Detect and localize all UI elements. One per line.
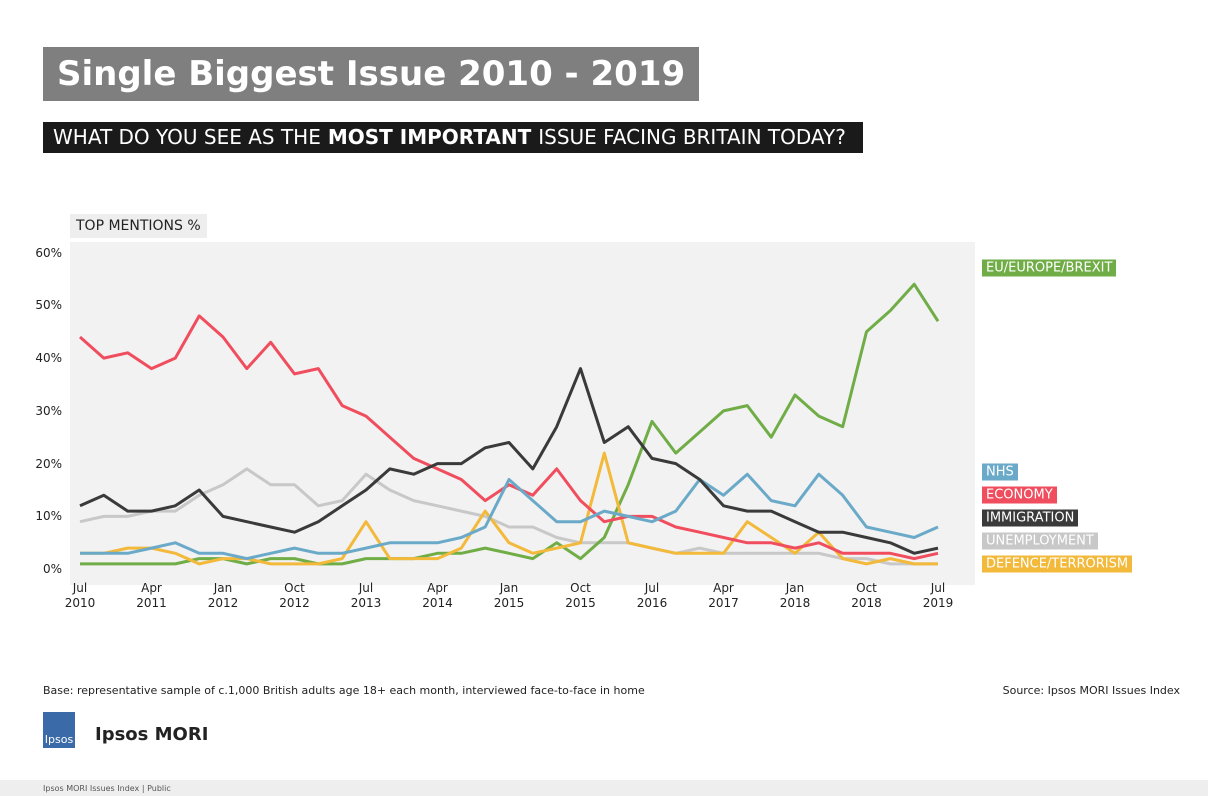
legend-label: UNEMPLOYMENT bbox=[982, 532, 1098, 550]
source: Source: Ipsos MORI Issues Index bbox=[1002, 684, 1180, 697]
x-tick-label: Apr 2017 bbox=[708, 581, 739, 610]
legend-label: ECONOMY bbox=[982, 486, 1057, 504]
footer: Ipsos MORI Issues Index | Public bbox=[43, 784, 171, 793]
title: Single Biggest Issue 2010 - 2019 bbox=[43, 47, 700, 101]
y-tick-label: 50% bbox=[35, 298, 62, 313]
series-line bbox=[79, 314, 939, 561]
x-tick-label: Jul 2016 bbox=[636, 581, 668, 610]
y-tick-label: 40% bbox=[35, 351, 62, 366]
footer-band bbox=[0, 780, 1208, 796]
y-tick-label: 20% bbox=[35, 456, 62, 471]
logo: Ipsos bbox=[43, 712, 75, 748]
brand: Ipsos MORI bbox=[95, 724, 209, 745]
x-tick-label: Jul 2013 bbox=[350, 581, 382, 610]
series-line bbox=[80, 451, 938, 566]
legend-label: DEFENCE/TERRORISM bbox=[982, 555, 1133, 573]
y-axis-label: TOP MENTIONS % bbox=[70, 214, 207, 238]
x-tick-label: Jul 2010 bbox=[64, 581, 96, 610]
x-tick-label: Oct 2012 bbox=[279, 581, 310, 610]
series-line bbox=[79, 367, 939, 555]
x-tick-label: Apr 2011 bbox=[136, 581, 167, 610]
y-tick-label: 10% bbox=[35, 509, 62, 524]
subtitle-part: ISSUE FACING BRITAIN TODAY? bbox=[538, 125, 846, 149]
subtitle: WHAT DO YOU SEE AS THE MOST IMPORTANT ISSU… bbox=[43, 122, 863, 153]
legend-label: NHS bbox=[982, 463, 1018, 481]
subtitle-part: WHAT DO YOU SEE AS THE bbox=[53, 125, 321, 149]
y-tick-label: 0% bbox=[42, 562, 62, 577]
x-tick-label: Jan 2012 bbox=[207, 581, 239, 610]
x-tick-label: Oct 2015 bbox=[565, 581, 596, 610]
legend-label: IMMIGRATION bbox=[982, 509, 1079, 527]
legend-label: EU/EUROPE/BREXIT bbox=[982, 259, 1117, 277]
y-tick-label: 60% bbox=[35, 245, 62, 260]
x-tick-label: Oct 2018 bbox=[851, 581, 882, 610]
y-tick-label: 30% bbox=[35, 403, 62, 418]
x-tick-label: Jan 2018 bbox=[779, 581, 811, 610]
subtitle-emphasis: MOST IMPORTANT bbox=[327, 125, 532, 149]
base-note: Base: representative sample of c.1,000 B… bbox=[43, 684, 645, 697]
x-tick-label: Apr 2014 bbox=[422, 581, 453, 610]
x-tick-label: Jul 2019 bbox=[922, 581, 954, 610]
x-tick-label: Jan 2015 bbox=[493, 581, 525, 610]
series-line bbox=[80, 472, 939, 561]
